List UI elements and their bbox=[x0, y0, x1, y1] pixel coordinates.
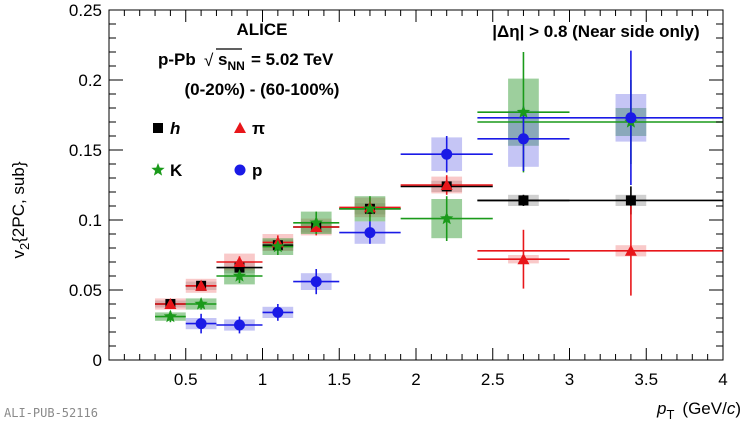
data-point-k bbox=[440, 211, 454, 225]
data-point-p bbox=[517, 133, 529, 145]
system-label: p-Pb bbox=[158, 50, 196, 69]
data-point-k bbox=[363, 201, 377, 215]
system-energy-label: p-Pb √ sNN = 5.02 TeV bbox=[158, 48, 334, 73]
data-point-h bbox=[518, 195, 529, 206]
y-tick-label: 0.15 bbox=[69, 141, 102, 160]
data-point-pi bbox=[440, 179, 453, 190]
experiment-label: ALICE bbox=[237, 20, 288, 39]
y-tick-label: 0 bbox=[93, 351, 102, 370]
sqrt-symbol: √ bbox=[204, 51, 214, 70]
data-point-k bbox=[232, 269, 247, 282]
legend-label-k: K bbox=[170, 161, 183, 180]
systematic-boxes bbox=[155, 78, 647, 331]
data-point-p bbox=[441, 148, 453, 160]
data-point-k bbox=[516, 105, 531, 118]
y-tick-label: 0.1 bbox=[78, 211, 102, 230]
x-tick-label: 1.5 bbox=[327, 370, 351, 389]
y-tick-label: 0.25 bbox=[69, 1, 102, 20]
x-tick-label: 3.5 bbox=[634, 370, 658, 389]
data-point-k bbox=[194, 297, 208, 310]
legend-marker-pi bbox=[234, 122, 246, 133]
data-point-h bbox=[625, 195, 636, 206]
x-tick-label: 2.5 bbox=[481, 370, 505, 389]
energy-value: = 5.02 TeV bbox=[251, 50, 334, 69]
x-tick-label: 2 bbox=[411, 370, 420, 389]
publication-id: ALI-PUB-52116 bbox=[4, 406, 98, 420]
data-markers bbox=[163, 105, 638, 331]
data-point-pi bbox=[310, 221, 323, 232]
data-point-h bbox=[234, 262, 245, 273]
legend-marker-k bbox=[151, 163, 165, 176]
y-tick-label: 0.05 bbox=[69, 281, 102, 300]
centrality-label: (0-20%) - (60-100%) bbox=[185, 80, 340, 99]
x-axis-label: pT (GeV/c) bbox=[656, 399, 741, 422]
data-point-pi bbox=[164, 298, 177, 309]
y-tick-label: 0.2 bbox=[78, 71, 102, 90]
legend-marker-h bbox=[153, 123, 163, 133]
axes: 0.5 1 1.5 2 2.5 3 3.5 4 0 0.05 0.1 0.15 0.2 0.25 bbox=[69, 1, 728, 389]
legend: h π K p bbox=[151, 119, 265, 180]
data-point-k bbox=[271, 239, 285, 253]
data-point-pi bbox=[517, 253, 530, 265]
data-point-pi bbox=[233, 256, 246, 267]
data-point-pi bbox=[624, 244, 637, 256]
y-axis-label: v2{2PC, sub} bbox=[9, 161, 32, 258]
legend-label-h: h bbox=[170, 119, 180, 138]
x-tick-label: 4 bbox=[718, 370, 727, 389]
data-point-p bbox=[233, 319, 245, 331]
data-point-k bbox=[163, 309, 178, 323]
data-point-p bbox=[310, 276, 322, 288]
legend-label-pi: π bbox=[252, 119, 265, 138]
data-point-k bbox=[309, 215, 323, 229]
data-point-p bbox=[195, 318, 207, 330]
data-point-pi bbox=[195, 279, 208, 291]
legend-marker-p bbox=[234, 164, 246, 176]
eta-cut-label: |Δη| > 0.8 (Near side only) bbox=[492, 22, 699, 41]
x-tick-label: 3 bbox=[565, 370, 574, 389]
x-tick-label: 0.5 bbox=[174, 370, 198, 389]
legend-label-p: p bbox=[252, 161, 262, 180]
data-point-p bbox=[625, 112, 637, 124]
data-point-p bbox=[364, 227, 376, 239]
data-point-p bbox=[272, 306, 284, 318]
energy-label: sNN bbox=[218, 50, 245, 73]
x-tick-label: 1 bbox=[258, 370, 267, 389]
